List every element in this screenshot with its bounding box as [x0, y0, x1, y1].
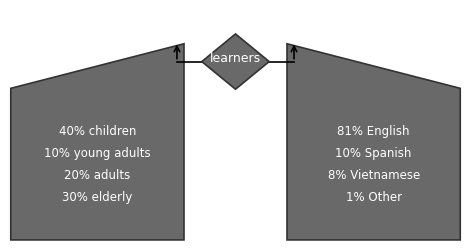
Polygon shape: [202, 34, 269, 89]
Text: 40% children
10% young adults
20% adults
30% elderly: 40% children 10% young adults 20% adults…: [44, 125, 151, 204]
Text: 81% English
10% Spanish
8% Vietnamese
1% Other: 81% English 10% Spanish 8% Vietnamese 1%…: [327, 125, 420, 204]
Text: learners: learners: [210, 52, 261, 65]
Polygon shape: [287, 44, 460, 240]
Polygon shape: [11, 44, 184, 240]
